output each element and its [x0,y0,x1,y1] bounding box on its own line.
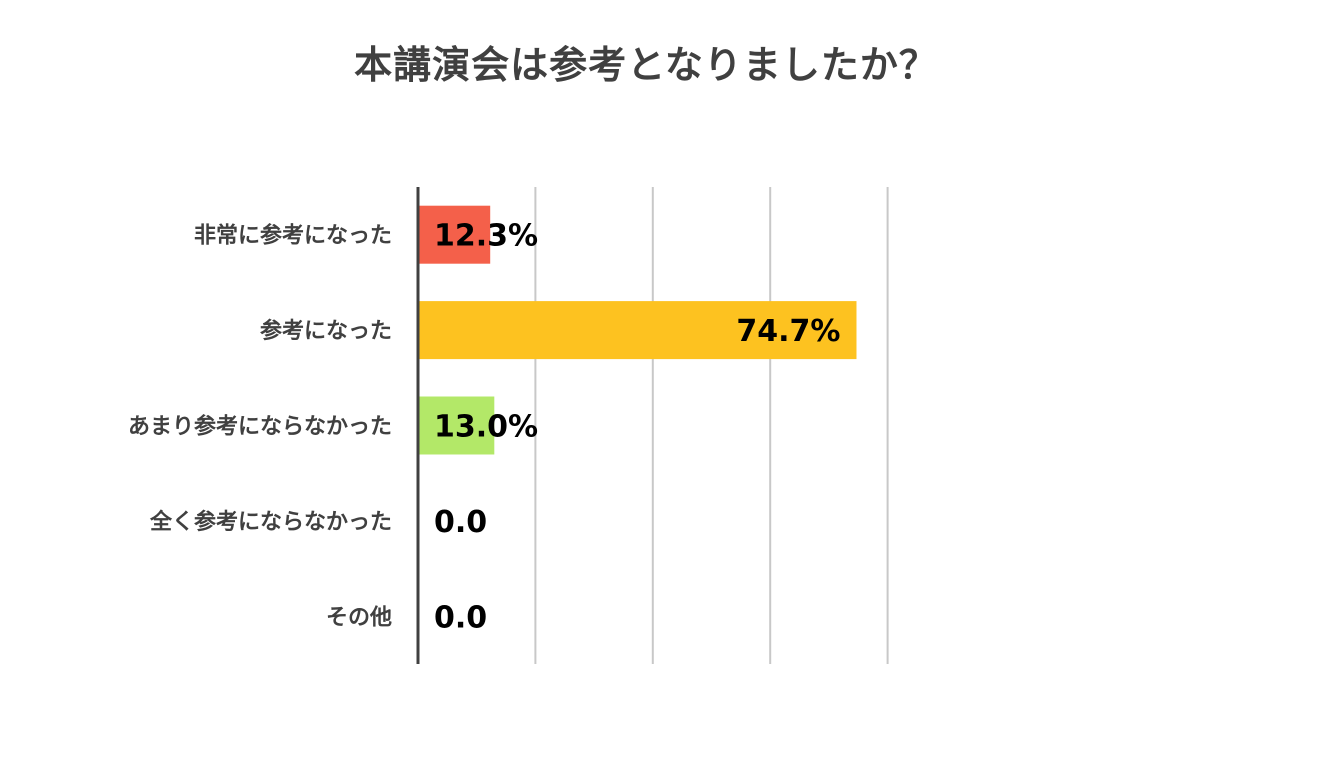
gridlines [534,187,889,664]
bar [418,301,857,360]
category-label: 非常に参考になった [194,223,392,249]
data-label: 13.0% [434,410,538,445]
data-label: 0.0 [434,505,487,540]
data-labels: 12.3% 74.7% 13.0% 0.0 0.0 [434,219,840,636]
data-label: 0.0 [434,600,487,635]
bars [418,205,857,455]
category-label: 参考になった [260,318,392,344]
data-label: 74.7% [736,314,840,349]
category-label: あまり参考にならなかった [128,414,392,440]
category-labels: 非常に参考になった参考になったあまり参考にならなかった全く参考にならなかったその… [128,223,392,631]
bar [418,205,491,264]
chart-title: 本講演会は参考となりましたか？ [354,43,938,87]
category-label: 全く参考にならなかった [149,509,392,535]
bar [418,396,495,455]
category-label: その他 [326,605,392,630]
data-label: 12.3% [434,219,538,254]
